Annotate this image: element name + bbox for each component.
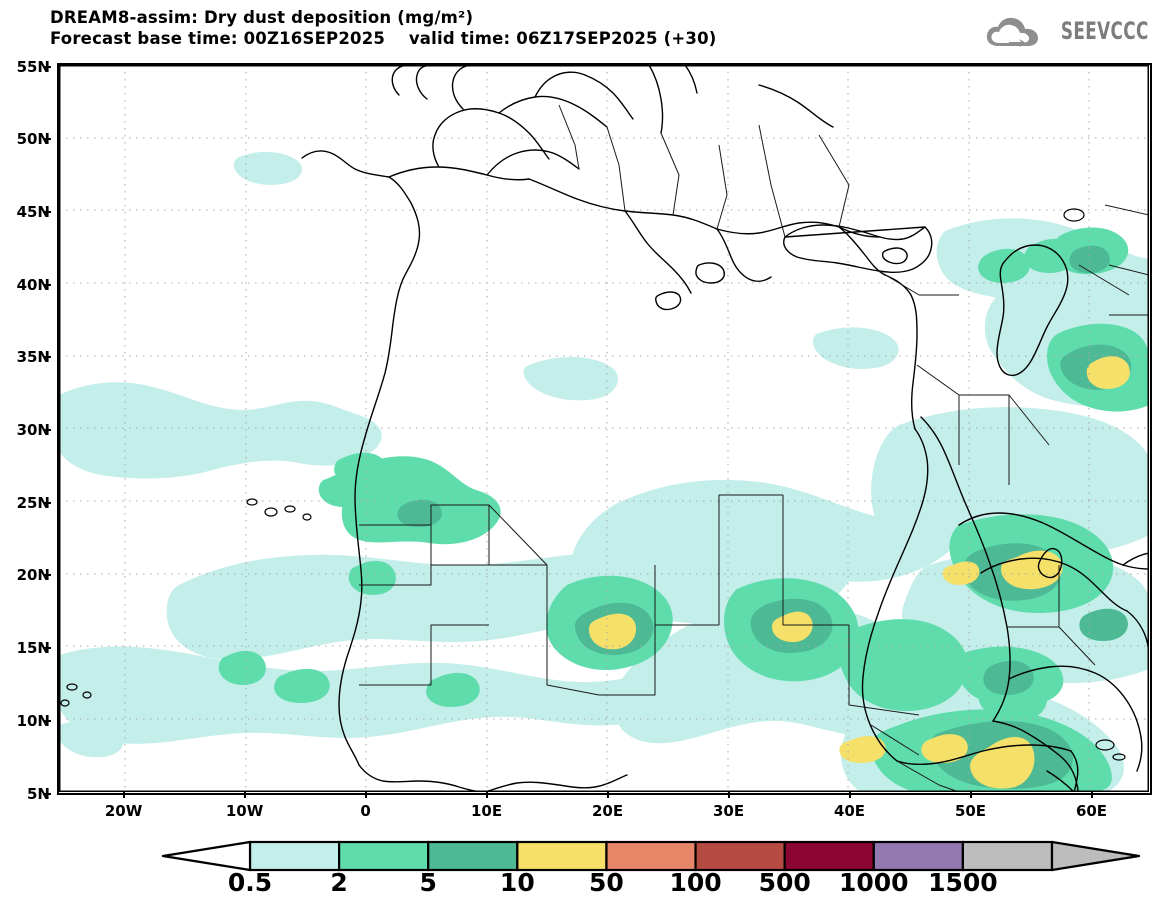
coastlines	[301, 65, 1149, 792]
x-axis-tick-mark	[485, 791, 488, 798]
x-axis-tick-label: 0	[360, 802, 371, 820]
x-axis-tick-label: 20W	[104, 802, 143, 820]
colorbar-tick-label: 0.5	[227, 868, 273, 897]
y-axis-tick-label: 50N	[16, 130, 50, 149]
x-axis-tick-mark	[969, 791, 972, 798]
colorbar-tick-label: 500	[758, 868, 811, 897]
x-axis-tick-mark	[243, 791, 246, 798]
x-axis-tick-mark	[727, 791, 730, 798]
page-title: DREAM8-assim: Dry dust deposition (mg/m²…	[50, 8, 474, 27]
y-axis-tick-mark	[44, 356, 51, 359]
islands	[60, 208, 1126, 761]
y-axis-tick-mark	[44, 283, 51, 286]
x-axis-tick-label: 20E	[591, 802, 624, 820]
seevccc-logo: SEEVCCC	[986, 6, 1157, 48]
y-axis: 55N 50N 45N 40N 35N 30N 25N 20N 15N 10N 5N	[0, 58, 51, 803]
colorbar-tick-label: 5	[419, 868, 437, 897]
y-axis-tick-label: 45N	[16, 202, 50, 221]
colorbar-over-arrow	[1050, 840, 1141, 872]
colorbar-band	[783, 840, 875, 872]
x-axis-tick-mark	[848, 791, 851, 798]
y-axis-tick-mark	[44, 501, 51, 504]
dust-deposition-map[interactable]	[59, 65, 1149, 792]
y-axis-tick-label: 15N	[16, 639, 50, 658]
y-axis-tick-mark	[44, 647, 51, 650]
y-axis-tick-label: 25N	[16, 493, 50, 512]
colorbar-tick-label: 100	[669, 868, 722, 897]
map-panel[interactable]	[57, 63, 1152, 795]
y-axis-tick-label: 35N	[16, 348, 50, 367]
x-axis-tick-label: 10W	[225, 802, 264, 820]
y-axis-tick-label: 10N	[16, 711, 50, 730]
y-axis-tick-mark	[44, 719, 51, 722]
x-axis-tick-mark	[1090, 791, 1093, 798]
colorbar-band	[248, 840, 341, 872]
colorbar-tick-label: 1500	[928, 868, 998, 897]
x-axis-tick-label: 30E	[712, 802, 745, 820]
x-axis-tick-label: 60E	[1075, 802, 1108, 820]
y-axis-tick-label: 5N	[27, 784, 50, 803]
colorbar-tick-label: 50	[589, 868, 624, 897]
logo-text: SEEVCCC	[1061, 17, 1149, 45]
colorbar-under-arrow	[161, 840, 252, 872]
y-axis-tick-label: 20N	[16, 566, 50, 585]
x-axis-tick-mark	[364, 791, 367, 798]
y-axis-tick-mark	[44, 574, 51, 577]
cloud-icon	[986, 17, 1038, 47]
map-frame	[59, 65, 1149, 792]
colorbar-band	[694, 840, 786, 872]
colorbar-tick-label: 2	[330, 868, 348, 897]
y-axis-tick-label: 55N	[16, 57, 50, 76]
colorbar-tick-label: 1000	[838, 868, 909, 897]
x-axis-tick-mark	[122, 791, 125, 798]
colorbar-swatches	[161, 840, 1141, 872]
x-axis: 20W 10W 0 10E 20E 30E 40E 50E 60E	[57, 791, 1152, 827]
colorbar-tick-label: 10	[499, 868, 535, 897]
colorbar-band	[961, 840, 1054, 872]
colorbar-band	[427, 840, 519, 872]
colorbar: 0.5 2 5 10 50 100 500 1000 1500	[0, 838, 1165, 904]
colorbar-band	[338, 840, 430, 872]
x-axis-tick-label: 10E	[470, 802, 503, 820]
x-axis-tick-label: 40E	[833, 802, 866, 820]
y-axis-tick-label: 40N	[16, 275, 50, 294]
y-axis-tick-mark	[44, 138, 51, 141]
y-axis-tick-label: 30N	[16, 421, 50, 439]
country-borders	[359, 104, 1149, 792]
colorbar-band	[605, 840, 697, 872]
y-axis-tick-mark	[44, 210, 51, 213]
colorbar-band	[516, 840, 608, 872]
colorbar-band	[872, 840, 964, 872]
y-axis-tick-mark	[44, 65, 51, 68]
forecast-time-subtitle: Forecast base time: 00Z16SEP2025 valid t…	[50, 29, 717, 48]
y-axis-tick-mark	[44, 429, 51, 431]
x-axis-tick-label: 50E	[954, 802, 987, 820]
x-axis-tick-mark	[606, 791, 609, 798]
header: DREAM8-assim: Dry dust deposition (mg/m²…	[0, 0, 1165, 58]
y-axis-tick-mark	[44, 792, 51, 795]
